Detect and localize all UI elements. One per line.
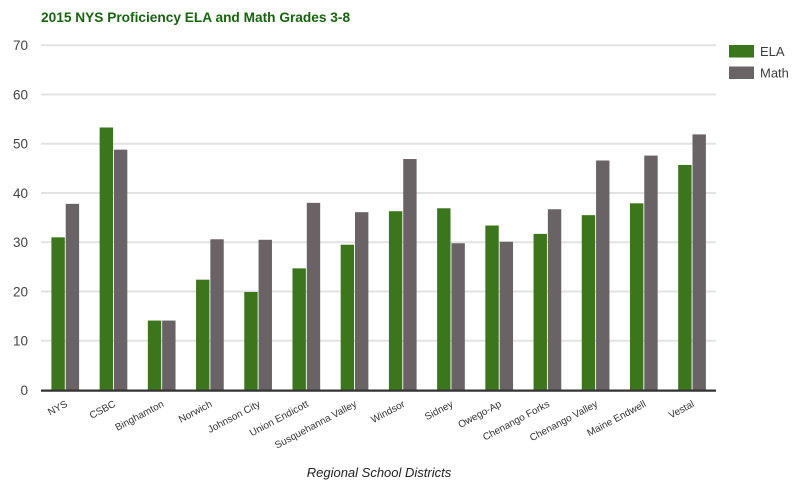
svg-text:10: 10 (13, 334, 28, 349)
svg-text:40: 40 (13, 186, 28, 201)
svg-text:30: 30 (13, 235, 28, 250)
svg-text:70: 70 (13, 38, 28, 53)
svg-text:Math: Math (760, 66, 789, 81)
svg-text:60: 60 (13, 87, 28, 102)
svg-text:ELA: ELA (760, 44, 785, 59)
svg-text:2015 NYS Proficiency ELA and M: 2015 NYS Proficiency ELA and Math Grades… (41, 10, 350, 25)
svg-text:0: 0 (20, 383, 28, 398)
svg-text:50: 50 (13, 137, 28, 152)
svg-text:20: 20 (13, 284, 28, 299)
svg-text:Regional School Districts: Regional School Districts (307, 465, 452, 480)
